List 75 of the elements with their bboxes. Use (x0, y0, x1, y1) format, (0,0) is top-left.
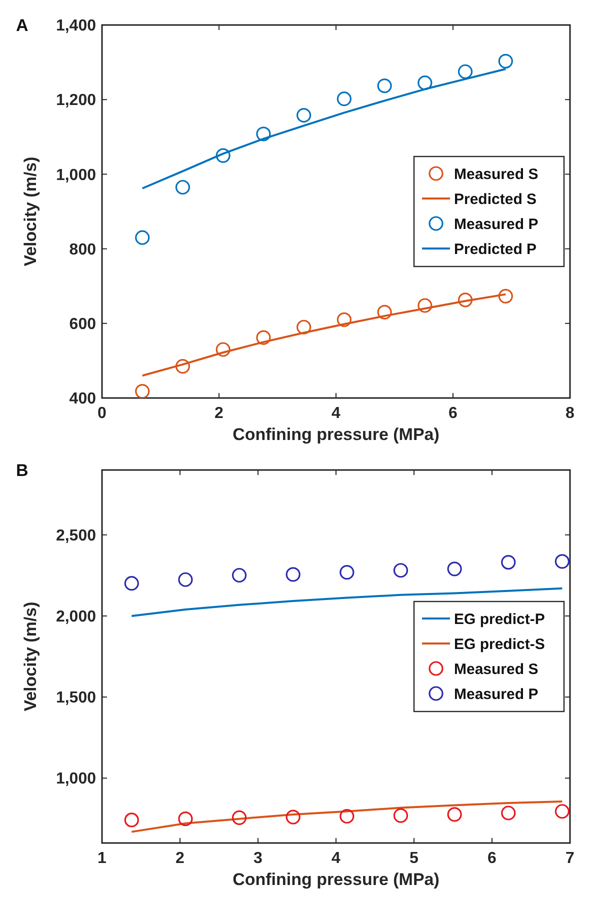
point (393, 563, 408, 578)
point (336, 312, 352, 327)
point (286, 810, 300, 824)
x-tick-label: 6 (448, 405, 458, 422)
legend-label: EG predict-P (454, 610, 545, 628)
legend-label: Predicted S (454, 190, 537, 208)
legend-label: Measured P (454, 686, 538, 703)
point (216, 148, 230, 163)
x-tick-label: 7 (566, 850, 575, 867)
chart-title: A (16, 16, 28, 35)
y-tick-label: 1,200 (56, 92, 96, 110)
point (124, 812, 139, 828)
point (501, 806, 516, 820)
y-tick-label: 1,500 (56, 690, 96, 707)
point (232, 810, 247, 825)
legend-label: EG predict-S (454, 636, 545, 653)
x-tick-label: 4 (332, 405, 341, 422)
x-tick-label: 8 (566, 405, 575, 422)
point (135, 384, 150, 398)
x-axis-title: Confining pressure (MPa) (232, 870, 440, 889)
x-tick-label: 0 (98, 405, 107, 422)
point (175, 358, 190, 374)
point (124, 576, 139, 591)
point (340, 808, 354, 824)
point (501, 554, 516, 570)
y-tick-label: 1,400 (56, 18, 96, 35)
point (175, 180, 190, 195)
x-tick-label: 2 (176, 850, 185, 867)
x-tick-label: 3 (254, 850, 263, 867)
legend-label: Measured S (454, 660, 538, 678)
point (418, 76, 432, 90)
y-tick-label: 600 (69, 316, 96, 333)
point (336, 92, 352, 106)
point (554, 804, 570, 819)
y-tick-label: 400 (69, 390, 96, 408)
x-tick-label: 6 (488, 850, 497, 867)
y-axis-title: Velocity (m/s) (21, 156, 40, 266)
point (377, 304, 392, 320)
point (286, 567, 300, 582)
x-tick-label: 5 (410, 850, 419, 867)
y-tick-label: 800 (69, 241, 96, 258)
point (458, 292, 473, 308)
point (393, 808, 408, 823)
point (447, 807, 462, 822)
x-tick-label: 2 (214, 405, 224, 422)
point (418, 298, 432, 313)
point (232, 568, 247, 583)
point (498, 288, 513, 304)
point (135, 230, 150, 245)
legend-label: Predicted P (454, 240, 537, 258)
point (377, 78, 392, 94)
point (178, 812, 193, 826)
point (447, 562, 462, 576)
legend-label: Measured P (454, 216, 538, 233)
point (458, 64, 473, 79)
legend-label: Measured S (454, 166, 538, 183)
x-tick-label: 1 (98, 850, 107, 867)
point (554, 554, 570, 569)
line-series (130, 800, 564, 833)
point (498, 54, 513, 68)
y-tick-label: 2,500 (56, 527, 96, 544)
point (340, 565, 354, 580)
chart-title: B (16, 461, 28, 480)
point (256, 330, 271, 345)
x-axis-title: Confining pressure (MPa) (232, 425, 440, 444)
point (178, 572, 193, 587)
y-tick-label: 1,000 (56, 166, 96, 184)
y-axis-title: Velocity (m/s) (21, 602, 40, 712)
point (296, 320, 312, 334)
y-tick-label: 2,000 (56, 608, 96, 626)
point (216, 342, 230, 357)
y-tick-label: 1,000 (56, 770, 96, 788)
x-tick-label: 4 (332, 850, 341, 867)
point (256, 126, 271, 142)
point (296, 108, 312, 123)
